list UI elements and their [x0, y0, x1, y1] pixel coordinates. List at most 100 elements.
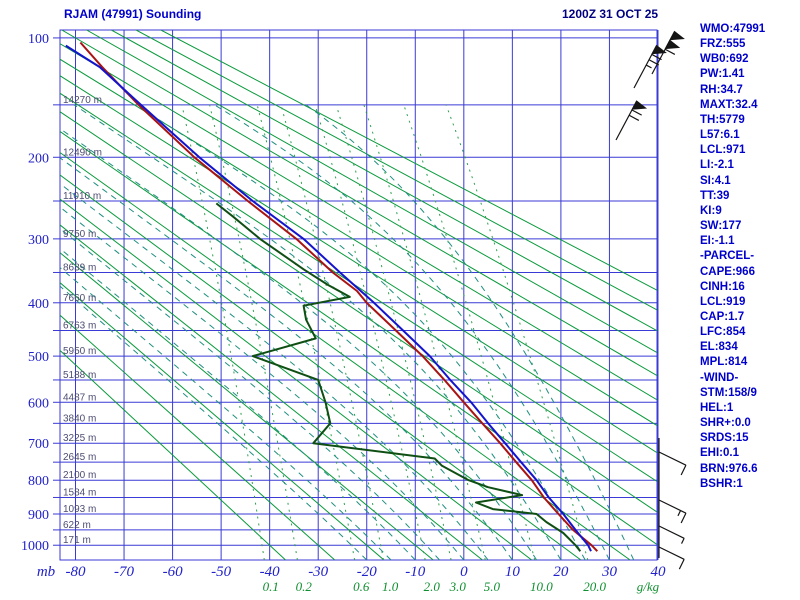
stat-line: EL:834 [700, 341, 738, 354]
wind-barb-staff [658, 525, 685, 539]
wind-barb-pennant [669, 30, 685, 41]
height-label: 14270 m [63, 95, 102, 106]
pressure-label: 300 [28, 233, 49, 248]
mixing-ratio-label: 10.0 [530, 579, 553, 594]
stat-line: KI:9 [700, 204, 722, 217]
stat-line: RH:34.7 [700, 83, 743, 96]
temperature-label: -70 [114, 564, 134, 580]
wind-barb-pennant [631, 100, 648, 110]
height-label: 2645 m [63, 452, 96, 463]
pressure-unit-label: mb [37, 564, 56, 580]
height-label: 7660 m [63, 293, 96, 304]
wind-barb-staff [658, 499, 687, 514]
dry-adiabat-line [135, 30, 657, 311]
dry-adiabat-line [60, 314, 336, 560]
sounding-traces [65, 41, 599, 552]
dry-adiabat-line [60, 130, 657, 546]
height-label: 3225 m [63, 433, 96, 444]
stat-line: FRZ:555 [700, 38, 746, 51]
height-label: 12490 m [63, 147, 102, 158]
dry-adiabat-line [60, 198, 532, 560]
temperature-label: 10 [505, 564, 521, 580]
dry-adiabat-line [111, 30, 657, 332]
pressure-label: 600 [28, 396, 49, 411]
mixing-ratio-line [181, 104, 265, 560]
height-label: 11010 m [63, 191, 101, 202]
mixing-ratio-line [363, 104, 486, 560]
mixing-ratio-line [314, 104, 426, 560]
height-label: 2100 m [63, 470, 96, 481]
moist-adiabat-line [305, 104, 635, 560]
dry-adiabat-line [60, 75, 657, 454]
pressure-label: 200 [28, 151, 49, 166]
stat-line: -PARCEL- [700, 250, 755, 263]
stat-line: BSHR:1 [700, 477, 743, 490]
moist-adiabat-line [60, 206, 465, 560]
height-label: 5950 m [63, 346, 96, 357]
mixing-ratio-label: 1.0 [382, 579, 399, 594]
temperature-label: -80 [66, 564, 86, 580]
stat-line: LCL:919 [700, 295, 746, 308]
temperature-trace [79, 41, 599, 552]
height-label: 8639 m [63, 262, 96, 273]
wind-barb-half-feather [645, 64, 652, 69]
stats-panel: WMO:47991 FRZ:555 WB0:692 PW:1.41 RH:34.7 MAX… [700, 22, 765, 492]
pressure-label: 400 [28, 297, 49, 312]
wind-barb-half-feather [677, 510, 682, 517]
wind-barb-staff [658, 451, 687, 466]
height-label: 3840 m [63, 413, 96, 424]
pressure-label: 700 [28, 437, 49, 452]
height-label: 6763 m [63, 321, 96, 332]
height-label: 9750 m [63, 229, 96, 240]
mixing-ratio-label: 0.6 [353, 579, 370, 594]
moist-adiabat-line [60, 157, 513, 560]
mixing-ratio-line [280, 104, 384, 560]
dry-adiabat-line [60, 111, 657, 513]
moist-adiabat-line [214, 104, 610, 560]
mixing-ratio-line [335, 104, 452, 560]
moist-adiabat-line [60, 247, 416, 560]
stat-line: STM:158/9 [700, 386, 757, 399]
temperature-label: -20 [357, 564, 377, 580]
stat-line: WB0:692 [700, 53, 749, 66]
stat-line: PW:1.41 [700, 68, 745, 81]
temperature-label: -30 [308, 564, 328, 580]
stat-line: LFC:854 [700, 326, 746, 339]
wind-barb-feather [628, 114, 640, 121]
stat-line: SI:4.1 [700, 174, 731, 187]
wind-barb-feather [680, 464, 687, 476]
pressure-label: 100 [28, 32, 49, 47]
stat-line: CAPE:966 [700, 265, 755, 278]
dry-adiabat-line [60, 349, 286, 560]
stat-line: EHI:0.1 [700, 447, 739, 460]
stat-line: CINH:16 [700, 280, 745, 293]
height-label: 1584 m [63, 487, 96, 498]
pressure-label: 900 [28, 508, 49, 523]
stat-line: -WIND- [700, 371, 739, 384]
stat-line: CAP:1.7 [700, 310, 745, 323]
wind-barb-feather [680, 512, 687, 524]
temperature-label: 40 [650, 564, 666, 580]
moist-adiabat-line [60, 266, 392, 560]
dry-adiabat-line [61, 30, 657, 377]
mixing-ratio-label: 0.2 [296, 579, 313, 594]
stat-line: HEL:1 [700, 401, 734, 414]
temperature-label: -60 [163, 564, 183, 580]
stat-line: MAXT:32.4 [700, 98, 758, 111]
temperature-label: 20 [553, 564, 569, 580]
mixing-ratio-line [403, 104, 536, 560]
dry-adiabat-line [60, 174, 582, 560]
height-label: 171 m [63, 535, 91, 546]
wind-barb-pennant [664, 39, 681, 50]
dry-adiabat-line [60, 224, 483, 560]
dry-adiabat-line [86, 30, 657, 354]
wind-barb-half-feather [680, 538, 685, 544]
temperature-label: -10 [405, 564, 425, 580]
mixing-ratio-label: 2.0 [424, 579, 441, 594]
mixing-ratio-line [209, 104, 298, 560]
wind-barb-pennant [651, 44, 667, 55]
stat-line: LI:-2.1 [700, 159, 734, 172]
